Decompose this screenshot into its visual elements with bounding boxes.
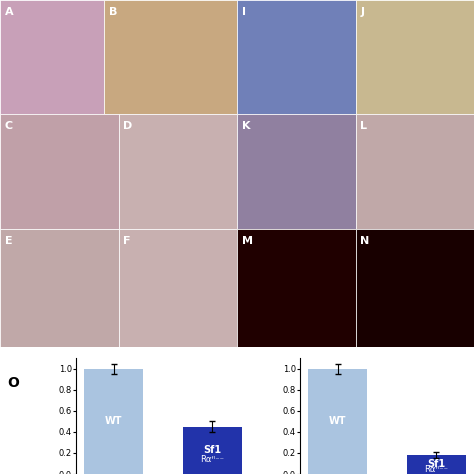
Bar	[356, 229, 474, 347]
Bar	[84, 369, 143, 474]
Bar	[356, 0, 474, 114]
Bar	[237, 114, 356, 229]
Bar	[356, 114, 474, 229]
Text: M: M	[242, 236, 253, 246]
Text: F: F	[123, 236, 131, 246]
Text: Sf1: Sf1	[203, 446, 221, 456]
Text: D: D	[123, 121, 133, 131]
Text: N: N	[360, 236, 370, 246]
Bar	[118, 229, 237, 347]
Text: E: E	[5, 236, 12, 246]
Text: Sf1: Sf1	[428, 459, 446, 469]
Bar	[237, 229, 356, 347]
Bar	[308, 369, 367, 474]
Text: Rαᶠˡ⁻⁻: Rαᶠˡ⁻⁻	[201, 456, 225, 465]
Bar	[407, 455, 466, 474]
Text: J: J	[360, 7, 364, 17]
Text: Rαᶠˡ⁻⁻: Rαᶠˡ⁻⁻	[424, 465, 448, 474]
Text: O: O	[7, 376, 19, 390]
Text: C: C	[5, 121, 13, 131]
Text: I: I	[242, 7, 246, 17]
Text: L: L	[360, 121, 367, 131]
Text: A: A	[5, 7, 13, 17]
Bar	[0, 229, 118, 347]
Bar	[118, 114, 237, 229]
Text: WT: WT	[329, 417, 346, 427]
Bar	[104, 0, 237, 114]
Bar	[237, 0, 356, 114]
Bar	[183, 427, 242, 474]
Text: WT: WT	[105, 417, 122, 427]
Bar	[0, 114, 118, 229]
Bar	[0, 0, 104, 114]
Text: B: B	[109, 7, 118, 17]
Text: K: K	[242, 121, 250, 131]
